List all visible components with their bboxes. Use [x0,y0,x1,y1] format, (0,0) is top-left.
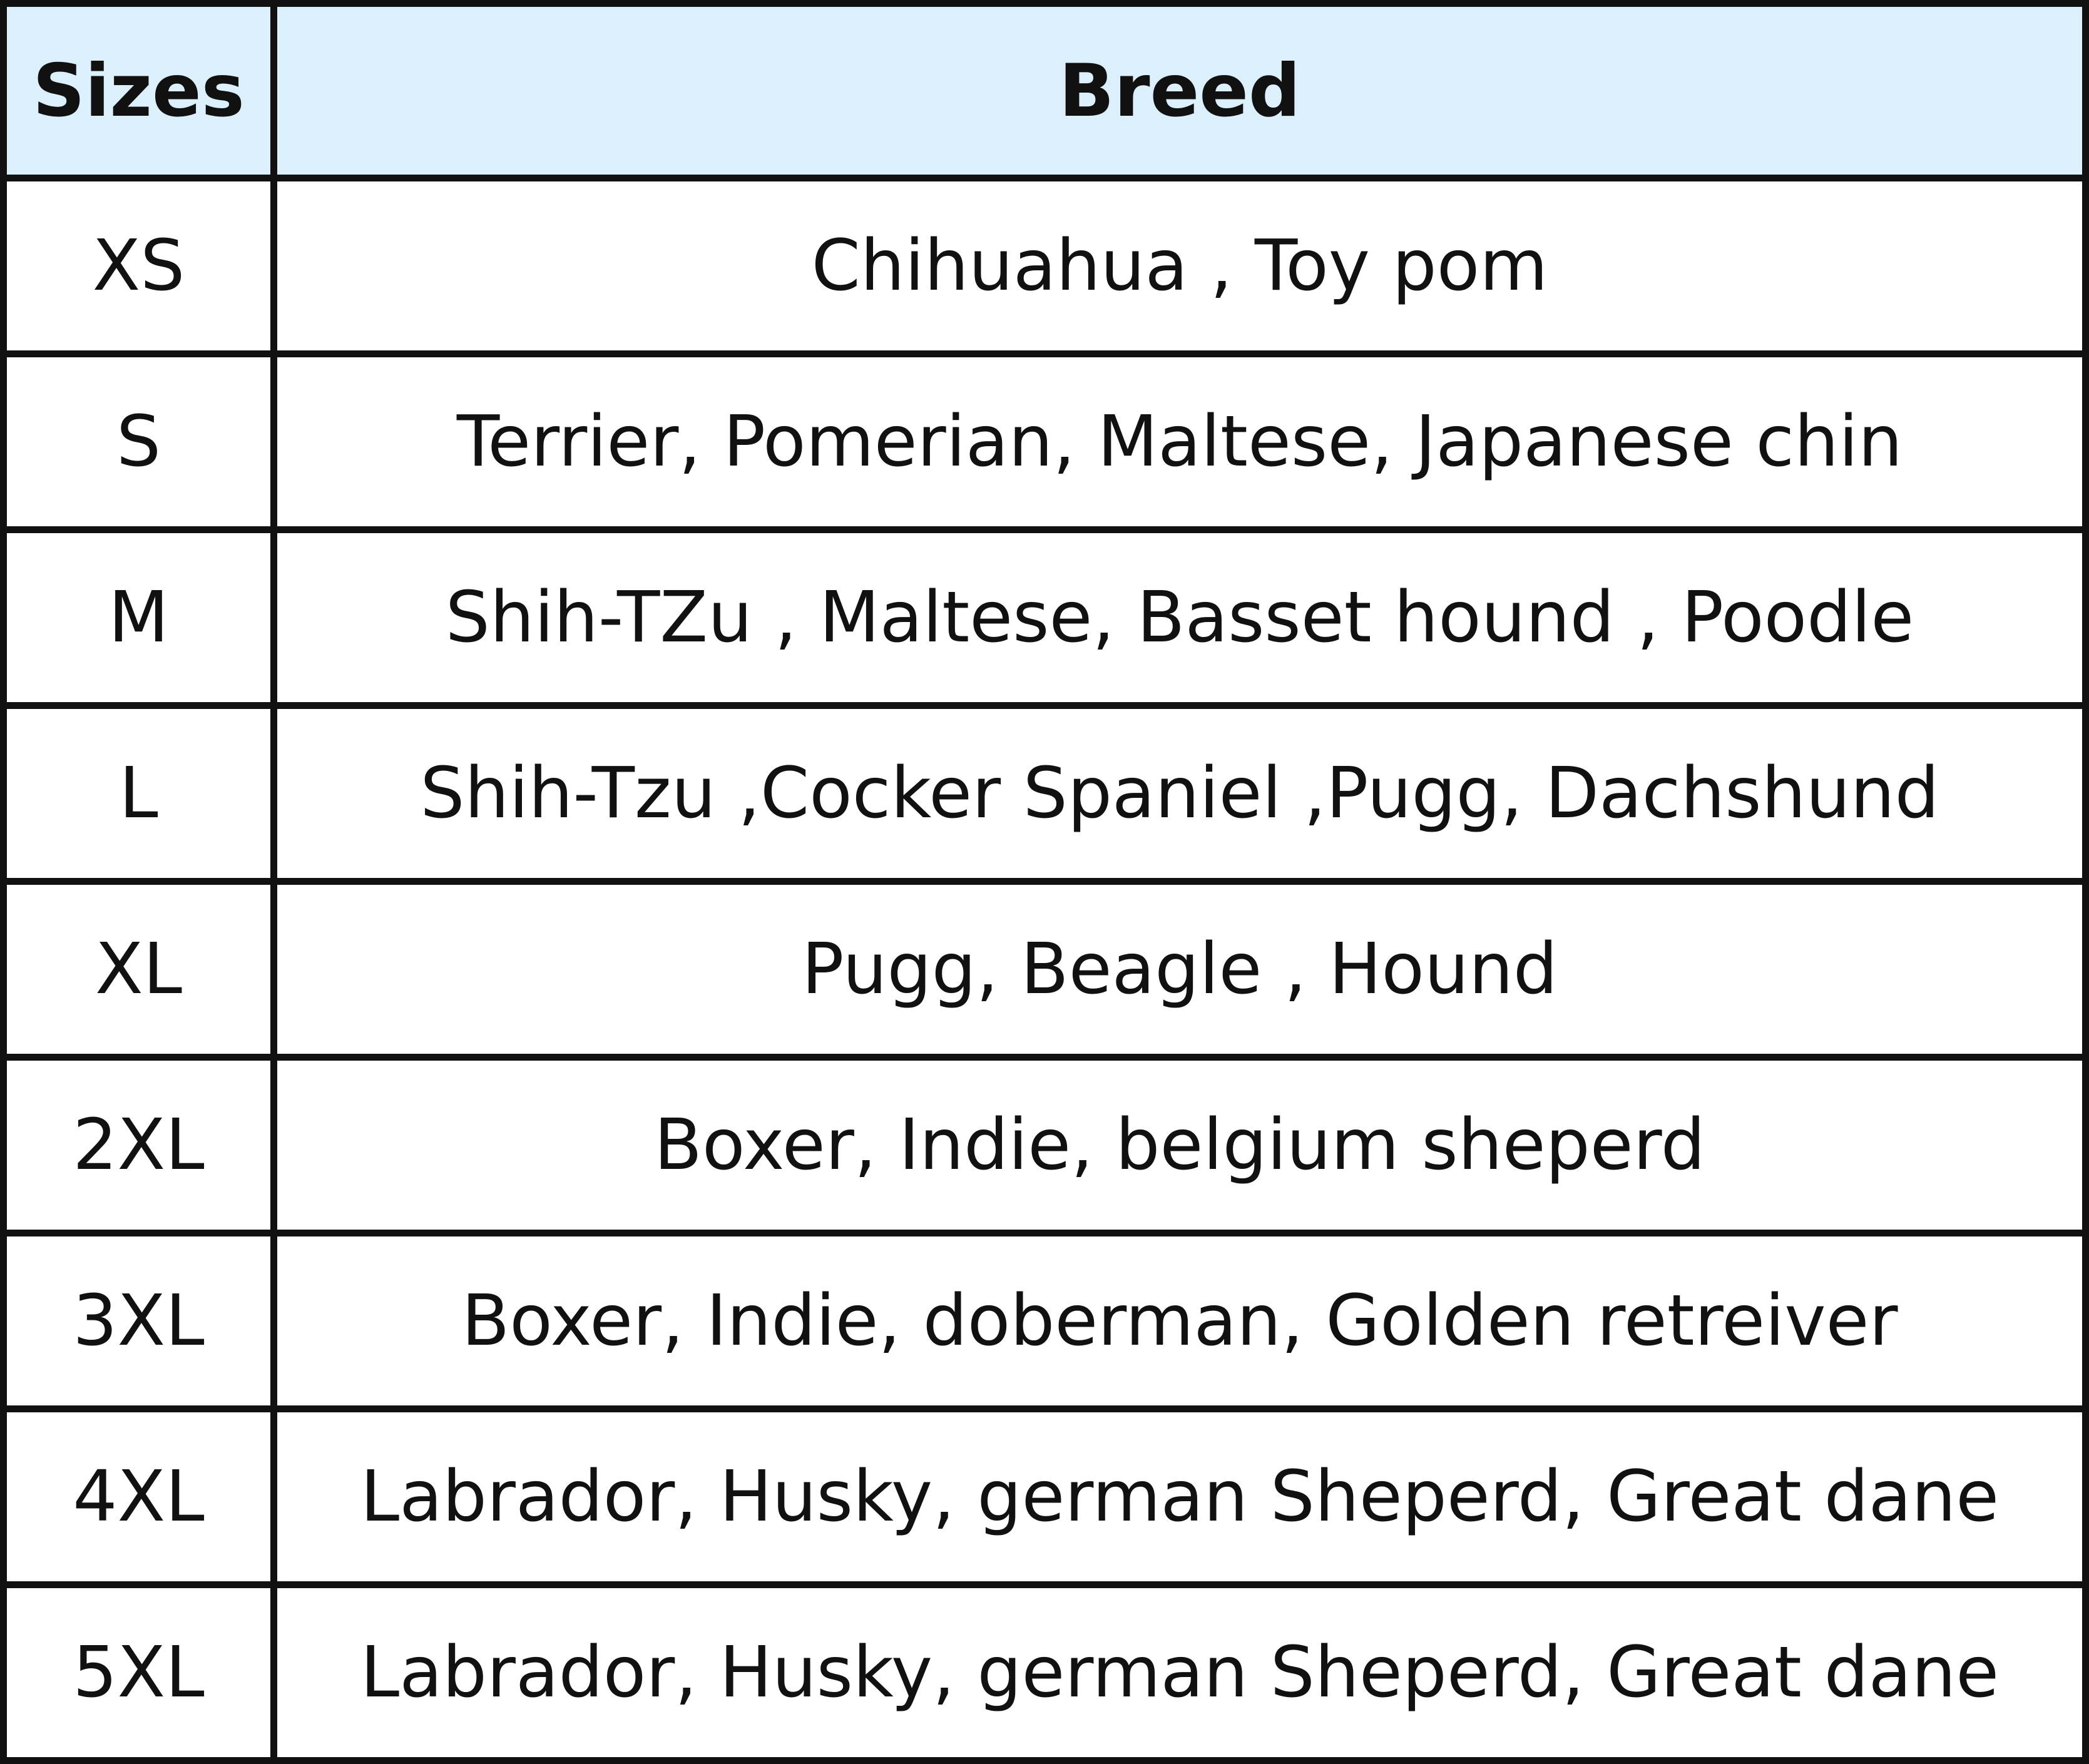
size-cell: XS [0,175,277,357]
table-row: 2XL Boxer, Indie, belgium sheperd [0,1054,2089,1236]
size-cell: 4XL [0,1405,277,1588]
size-cell: 5XL [0,1581,277,1764]
table-row: S Terrier, Pomerian, Maltese, Japanese ch… [0,350,2089,533]
breed-cell: Shih-TZu , Maltese, Basset hound , Poodl… [270,526,2089,709]
size-cell: 2XL [0,1054,277,1236]
table-row: 3XL Boxer, Indie, doberman, Golden retrei… [0,1230,2089,1412]
breed-cell: Boxer, Indie, belgium sheperd [270,1054,2089,1236]
breed-cell: Labrador, Husky, german Sheperd, Great d… [270,1581,2089,1764]
header-cell: Sizes [0,0,277,181]
breed-cell: Terrier, Pomerian, Maltese, Japanese chi… [270,350,2089,533]
breed-cell: Chihuahua , Toy pom [270,175,2089,357]
table-row: 4XL Labrador, Husky, german Sheperd, Grea… [0,1405,2089,1588]
table-row: M Shih-TZu , Maltese, Basset hound , Pood… [0,526,2089,709]
table-row: XL Pugg, Beagle , Hound [0,878,2089,1061]
breed-cell: Boxer, Indie, doberman, Golden retreiver [270,1230,2089,1412]
size-cell: M [0,526,277,709]
size-cell: S [0,350,277,533]
size-cell: XL [0,878,277,1061]
breed-cell: Pugg, Beagle , Hound [270,878,2089,1061]
breed-cell: Labrador, Husky, german Sheperd, Great d… [270,1405,2089,1588]
size-cell: L [0,702,277,885]
header-cell: Breed [270,0,2089,181]
table-row: XS Chihuahua , Toy pom [0,175,2089,357]
table-row: L Shih-Tzu ,Cocker Spaniel ,Pugg, Dachshu… [0,702,2089,885]
breed-cell: Shih-Tzu ,Cocker Spaniel ,Pugg, Dachshun… [270,702,2089,885]
header-row: Sizes Breed [0,0,2089,181]
table-row: 5XL Labrador, Husky, german Sheperd, Grea… [0,1581,2089,1764]
table-body: XS Chihuahua , Toy pom S Terrier, Pomerian,… [0,175,2089,1764]
size-cell: 3XL [0,1230,277,1412]
